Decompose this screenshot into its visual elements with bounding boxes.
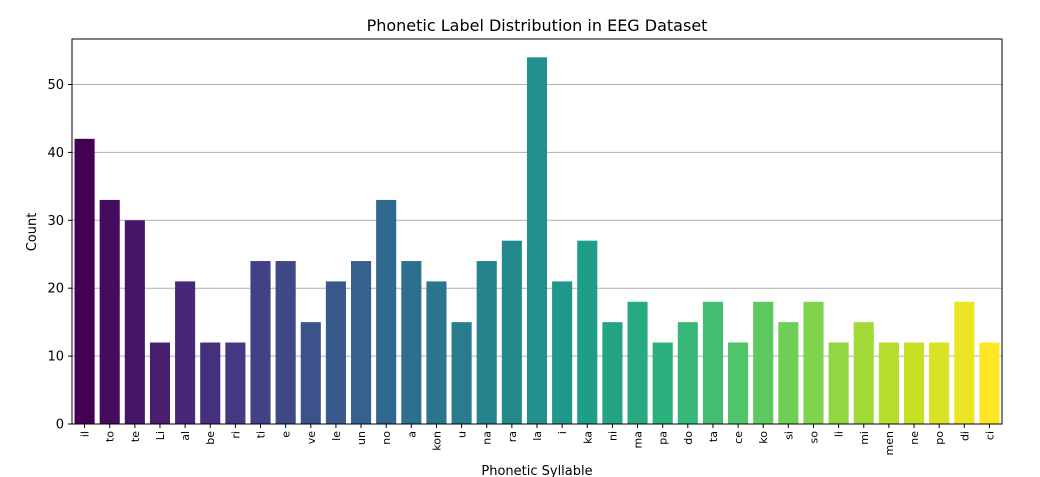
bar-pa xyxy=(652,342,673,424)
x-tick-label: ne xyxy=(908,431,921,445)
bar-ni xyxy=(602,322,623,424)
bar-ri xyxy=(225,342,246,424)
bar-no xyxy=(376,199,397,424)
x-tick-label: ka xyxy=(581,431,594,444)
chart-title: Phonetic Label Distribution in EEG Datas… xyxy=(367,16,708,35)
bar-ne xyxy=(903,342,925,424)
x-tick-label: un xyxy=(355,431,368,445)
x-tick-label: di xyxy=(958,431,971,441)
x-tick-label: te xyxy=(129,431,142,442)
x-tick-label: be xyxy=(204,431,217,445)
x-tick-label: il xyxy=(79,431,92,437)
x-axis: il to te Li al be ri ti e ve le un no a kon u na ra la i ka n… xyxy=(79,424,996,455)
bar-ce xyxy=(728,342,749,424)
x-tick-label: Li xyxy=(154,431,167,440)
bar-ko xyxy=(753,301,774,424)
bar-do xyxy=(677,322,698,424)
x-tick-label: a xyxy=(405,431,418,438)
y-tick-label: 0 xyxy=(56,418,64,433)
x-tick-label: ra xyxy=(506,431,519,442)
bar-ci xyxy=(979,342,1000,424)
x-tick-label: mi xyxy=(858,431,871,445)
x-tick-label: ta xyxy=(707,431,720,442)
x-tick-label: no xyxy=(380,431,393,445)
x-tick-label: men xyxy=(883,431,896,455)
bar-na xyxy=(476,261,497,424)
bar-le xyxy=(325,281,346,424)
x-tick-label: ti xyxy=(255,431,268,438)
bar-Li xyxy=(149,342,171,424)
x-tick-label: ce xyxy=(732,431,745,444)
bar-ta xyxy=(702,301,723,424)
bars-group xyxy=(74,57,1000,424)
bar-ra xyxy=(501,240,522,424)
bar-ti xyxy=(250,261,271,424)
x-tick-label: ci xyxy=(983,431,996,440)
bar-li xyxy=(828,342,849,424)
bar-ve xyxy=(300,322,321,424)
y-tick-label: 10 xyxy=(47,350,64,365)
bar-la xyxy=(526,57,548,424)
x-tick-label: ko xyxy=(757,431,770,444)
bar-di xyxy=(954,301,975,424)
x-tick-label: la xyxy=(531,431,544,441)
bar-kon xyxy=(426,281,447,424)
bar-so xyxy=(803,301,824,424)
x-axis-label: Phonetic Syllable xyxy=(481,464,592,477)
bar-ma xyxy=(627,301,648,424)
x-tick-label: li xyxy=(833,431,846,437)
bar-si xyxy=(778,322,799,424)
bar-ka xyxy=(577,240,598,424)
x-tick-label: do xyxy=(682,431,695,445)
bar-to xyxy=(99,199,120,424)
bar-un xyxy=(351,261,372,424)
bar-be xyxy=(200,342,221,424)
x-tick-label: ve xyxy=(305,431,318,445)
bar-i xyxy=(552,281,573,424)
bar-il xyxy=(74,138,95,424)
bar-te xyxy=(124,220,145,424)
x-tick-label: pa xyxy=(657,431,670,445)
bar-u xyxy=(451,322,472,424)
y-axis: 0 10 20 30 40 50 xyxy=(47,78,72,433)
x-tick-label: ni xyxy=(606,431,619,441)
y-tick-label: 40 xyxy=(47,146,64,161)
x-tick-label: le xyxy=(330,431,343,441)
x-tick-label: na xyxy=(481,431,494,445)
bar-a xyxy=(401,261,422,424)
x-tick-label: u xyxy=(456,431,469,438)
bar-e xyxy=(275,261,296,424)
y-tick-label: 20 xyxy=(47,282,64,297)
x-tick-label: so xyxy=(807,431,820,444)
bar-men xyxy=(878,342,899,424)
x-tick-label: si xyxy=(782,431,795,440)
bar-mi xyxy=(853,322,874,424)
x-tick-label: i xyxy=(556,431,569,434)
x-tick-label: kon xyxy=(430,431,443,451)
x-tick-label: po xyxy=(933,431,946,445)
x-tick-label: to xyxy=(104,431,117,442)
x-tick-label: e xyxy=(280,431,293,438)
x-tick-label: ma xyxy=(632,431,645,448)
y-tick-label: 50 xyxy=(47,78,64,93)
x-tick-label: al xyxy=(179,431,192,441)
bar-al xyxy=(175,281,196,424)
x-tick-label: ri xyxy=(229,431,242,439)
y-tick-label: 30 xyxy=(47,214,64,229)
y-axis-label: Count xyxy=(25,213,40,252)
bar-po xyxy=(929,342,950,424)
